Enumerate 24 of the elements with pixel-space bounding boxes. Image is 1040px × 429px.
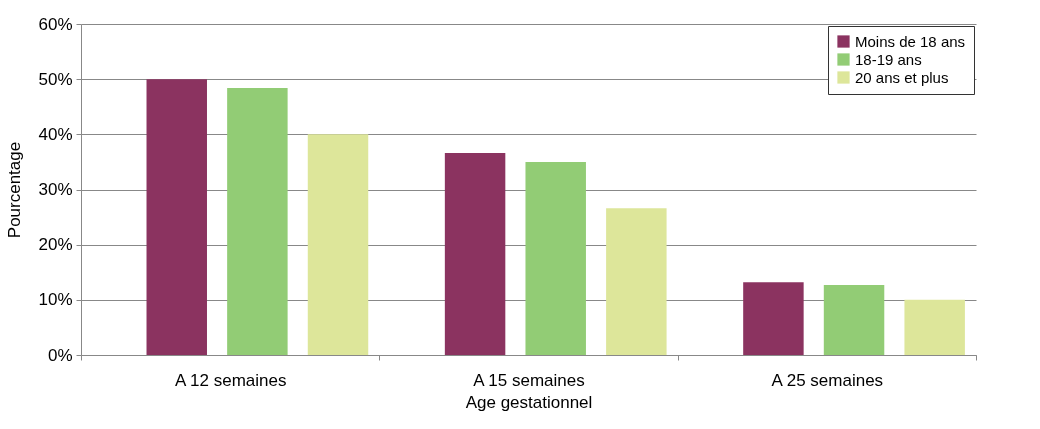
legend-label: 18-19 ans [855,50,922,68]
bar [227,87,288,355]
y-axis-title: Pourcentage [5,141,25,239]
bar [307,134,369,355]
bar [823,284,885,355]
y-tick-label: 60% [38,14,73,34]
y-tick-label: 20% [38,235,73,255]
y-tick-label: 50% [38,69,73,89]
bar [904,299,965,355]
y-tick-label: 10% [38,290,73,310]
y-tick-label: 40% [38,124,73,144]
legend-label: 20 ans et plus [855,68,949,86]
x-axis-title: Age gestationnel [465,392,593,412]
x-tick-label: A 15 semaines [473,370,585,390]
bar [444,153,506,355]
x-tick-label: A 25 semaines [771,370,884,390]
bar [606,208,667,355]
bar [743,282,804,355]
bar [525,161,586,355]
y-tick-label: 30% [38,180,73,199]
bar [146,79,207,355]
x-tick-label: A 12 semaines [174,370,287,390]
legend-label: Moins de 18 ans [855,32,966,50]
y-tick-label: 0% [47,345,73,365]
